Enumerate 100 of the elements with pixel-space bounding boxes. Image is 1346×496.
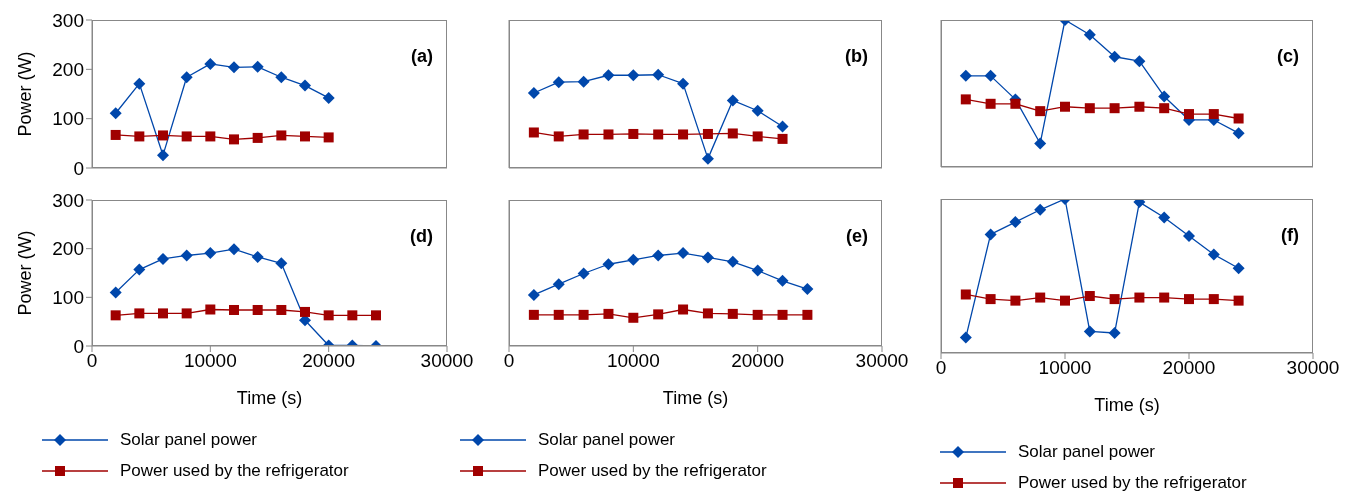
point xyxy=(677,247,690,260)
point xyxy=(702,128,713,139)
legend-label: Power used by the refrigerator xyxy=(120,460,349,481)
point xyxy=(276,130,287,141)
x-tick-label: 0 xyxy=(935,357,947,379)
annotation: (f) xyxy=(1281,225,1299,246)
legend-label: Power used by the refrigerator xyxy=(1018,472,1247,493)
point xyxy=(1183,229,1195,242)
point xyxy=(627,69,640,82)
point xyxy=(158,308,168,319)
annotation: (c) xyxy=(1277,46,1299,67)
point xyxy=(1034,137,1047,150)
point xyxy=(528,309,539,320)
y-tick-label: 300 xyxy=(52,189,84,211)
point xyxy=(251,250,264,263)
point xyxy=(603,129,614,140)
point xyxy=(752,309,763,320)
legend-label: Solar panel power xyxy=(538,429,676,450)
point xyxy=(228,61,240,74)
point xyxy=(602,258,615,271)
y-tick-label: 100 xyxy=(52,108,84,130)
x-tick-label: 20000 xyxy=(1162,357,1216,379)
point xyxy=(777,309,788,320)
point xyxy=(134,308,145,319)
point xyxy=(1009,216,1022,229)
y-tick-label: 0 xyxy=(73,157,84,179)
point xyxy=(1184,109,1194,120)
point xyxy=(1134,292,1145,303)
point xyxy=(322,91,335,104)
x-tick-label: 20000 xyxy=(302,350,356,372)
point xyxy=(1035,106,1046,117)
annotation: (e) xyxy=(846,226,868,247)
y-tick-label: 0 xyxy=(73,335,84,357)
point xyxy=(251,60,264,73)
x-tick-label: 20000 xyxy=(731,350,785,372)
point xyxy=(701,251,714,264)
point xyxy=(527,288,540,301)
point xyxy=(300,131,310,142)
point xyxy=(181,308,192,319)
point xyxy=(677,77,690,90)
point xyxy=(751,104,764,117)
point xyxy=(181,131,192,142)
y-axis-title: Power (W) xyxy=(15,230,36,316)
point xyxy=(552,76,565,89)
point xyxy=(1184,294,1194,305)
point xyxy=(1133,199,1146,209)
annotation: (a) xyxy=(411,46,433,67)
point xyxy=(776,274,789,287)
point xyxy=(1010,98,1021,109)
point xyxy=(1060,295,1070,306)
point xyxy=(1207,248,1220,261)
x-tick-label: 10000 xyxy=(606,350,660,372)
point xyxy=(726,255,739,268)
point xyxy=(577,267,590,280)
x-tick-label: 10000 xyxy=(183,350,237,372)
point xyxy=(602,69,615,82)
point xyxy=(1108,50,1121,63)
point xyxy=(959,331,972,344)
x-tick-label: 30000 xyxy=(1286,357,1340,379)
legend-label: Solar panel power xyxy=(1018,441,1156,462)
point xyxy=(180,249,193,262)
point xyxy=(157,149,169,162)
point xyxy=(109,286,122,299)
point xyxy=(960,289,971,300)
point xyxy=(702,308,713,319)
point xyxy=(726,94,739,107)
point xyxy=(1060,101,1070,112)
point xyxy=(1233,295,1244,306)
point xyxy=(1035,292,1046,303)
point xyxy=(628,312,639,323)
point xyxy=(985,98,996,109)
point xyxy=(776,120,789,133)
point xyxy=(204,247,217,260)
point xyxy=(527,87,540,100)
point xyxy=(110,310,121,321)
point xyxy=(1233,113,1244,124)
x-axis-title: Time (s) xyxy=(236,388,303,408)
point xyxy=(984,228,997,241)
point xyxy=(802,309,813,320)
point xyxy=(801,283,814,296)
point xyxy=(528,127,539,138)
point xyxy=(578,129,589,140)
point xyxy=(652,249,665,262)
point xyxy=(985,294,996,305)
point xyxy=(133,263,146,276)
point xyxy=(276,304,287,315)
y-tick-label: 200 xyxy=(52,59,84,81)
point xyxy=(1134,101,1145,112)
y-tick-label: 300 xyxy=(52,9,84,31)
point xyxy=(204,57,217,70)
point xyxy=(752,131,763,142)
point xyxy=(1232,262,1245,275)
point xyxy=(553,309,564,320)
annotation: (d) xyxy=(410,226,433,247)
point xyxy=(252,132,263,143)
x-tick-label: 0 xyxy=(503,350,515,372)
point xyxy=(157,252,169,265)
point xyxy=(1208,109,1219,120)
point xyxy=(1232,127,1245,140)
point xyxy=(1083,28,1096,41)
